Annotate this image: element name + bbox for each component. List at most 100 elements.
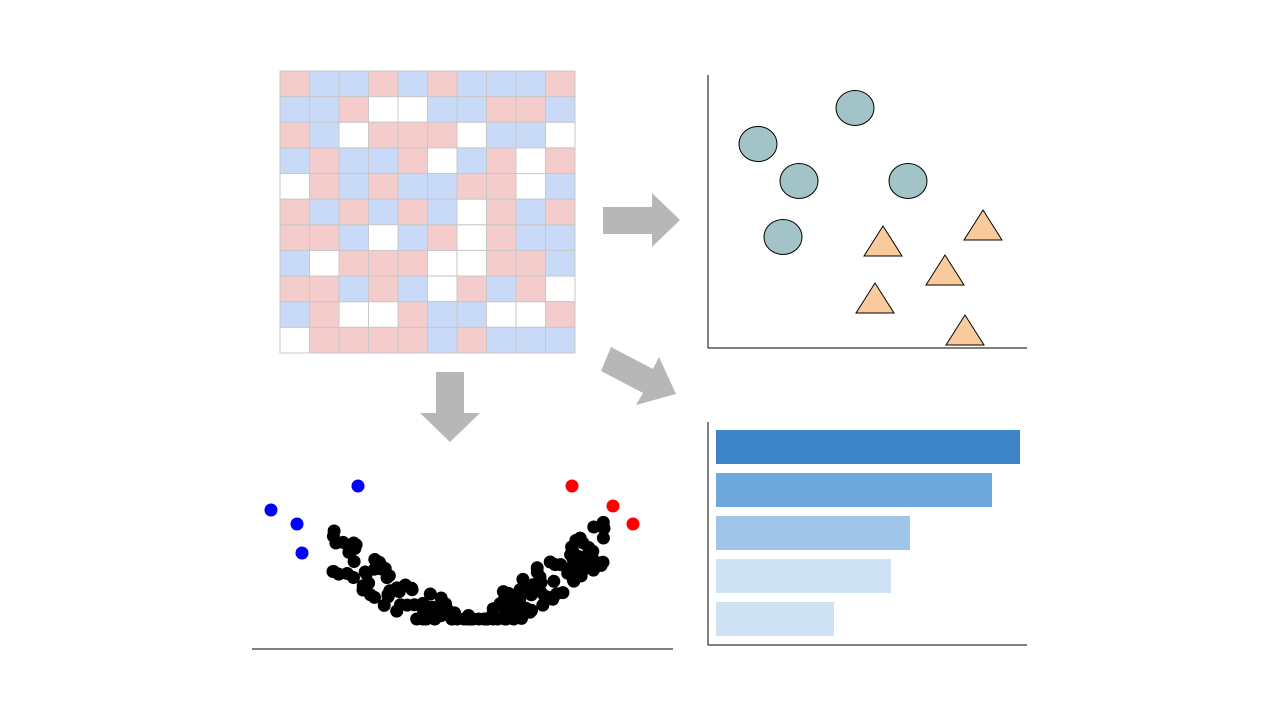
heatmap-cell: [279, 249, 310, 277]
heatmap-cell: [545, 301, 576, 328]
cluster-triangle: [855, 282, 895, 314]
heatmap-cell: [456, 96, 487, 123]
heatmap-cell: [456, 121, 487, 149]
heatmap-cell: [309, 147, 340, 175]
heatmap-cell: [486, 326, 517, 354]
heatmap-cell: [486, 301, 517, 328]
heatmap-cell: [427, 121, 458, 149]
heatmap-cell: [427, 275, 458, 303]
volcano-point-up: [606, 499, 620, 513]
heatmap-cell: [486, 173, 517, 200]
bar-plot: [707, 422, 1027, 646]
volcano-point-down: [351, 479, 365, 493]
volcano-point: [347, 571, 360, 584]
heatmap-cell: [427, 326, 458, 354]
arrow-down: [420, 372, 480, 442]
heatmap-cell: [456, 173, 487, 200]
heatmap-cell: [515, 198, 546, 226]
heatmap-cell: [368, 224, 399, 251]
heatmap-cell: [545, 173, 576, 200]
heatmap-cell: [397, 198, 428, 226]
heatmap-cell: [279, 275, 310, 303]
heatmap-cell: [279, 70, 310, 98]
heatmap-cell: [456, 147, 487, 175]
heatmap-cell: [515, 224, 546, 251]
volcano-point: [543, 555, 557, 569]
heatmap-cell: [397, 249, 428, 277]
heatmap-cell: [309, 224, 340, 251]
heatmap-cell: [309, 301, 340, 328]
heatmap-cell: [397, 173, 428, 200]
volcano-point: [530, 565, 544, 579]
heatmap-cell: [309, 275, 340, 303]
heatmap-cell: [368, 147, 399, 175]
heatmap-cell: [545, 70, 576, 98]
heatmap-cell: [368, 96, 399, 123]
cluster-circle: [763, 219, 803, 255]
volcano-point: [538, 589, 551, 603]
volcano-point: [461, 612, 475, 626]
volcano-point-down: [290, 517, 304, 531]
heatmap-cell: [338, 70, 369, 98]
heatmap-cell: [279, 173, 310, 200]
volcano-point-down: [264, 503, 278, 517]
heatmap-cell: [309, 96, 340, 123]
heatmap-cell: [515, 249, 546, 277]
heatmap-cell: [456, 301, 487, 328]
heatmap-cell: [338, 326, 369, 354]
heatmap-cell: [368, 326, 399, 354]
heatmap-cell: [486, 121, 517, 149]
volcano-point: [523, 584, 537, 598]
heatmap-cell: [515, 70, 546, 98]
heatmap-cell: [397, 70, 428, 98]
heatmap-cell: [338, 121, 369, 149]
volcano-point: [556, 586, 570, 600]
bar: [716, 602, 834, 636]
heatmap-cell: [279, 326, 310, 354]
volcano-point: [513, 583, 527, 597]
volcano-point: [374, 558, 388, 572]
heatmap-cell: [456, 275, 487, 303]
heatmap-cell: [279, 198, 310, 226]
volcano-point: [416, 611, 430, 625]
heatmap-cell: [545, 249, 576, 277]
volcano-point: [445, 612, 459, 626]
heatmap-cell: [456, 224, 487, 251]
volcano-point: [513, 592, 527, 606]
heatmap-cell: [397, 96, 428, 123]
heatmap-cell: [338, 301, 369, 328]
heatmap-cell: [279, 96, 310, 123]
heatmap-cell: [338, 249, 369, 277]
heatmap-cell: [368, 301, 399, 328]
heatmap-cell: [338, 198, 369, 226]
heatmap-cell: [545, 96, 576, 123]
volcano-point: [390, 604, 404, 618]
volcano-point: [515, 611, 528, 625]
arrow-diagonal: [601, 347, 676, 405]
heatmap-cell: [515, 96, 546, 123]
heatmap-cell: [397, 147, 428, 175]
volcano-point: [499, 612, 513, 626]
volcano-point: [343, 544, 357, 558]
heatmap-cell: [545, 224, 576, 251]
heatmap-cell: [545, 147, 576, 175]
heatmap-cell: [515, 121, 546, 149]
heatmap-cell: [427, 147, 458, 175]
volcano-point-up: [626, 517, 640, 531]
heatmap-cell: [309, 198, 340, 226]
heatmap-cell: [515, 173, 546, 200]
heatmap-cell: [515, 147, 546, 175]
volcano-point: [486, 602, 500, 616]
heatmap-cell: [397, 224, 428, 251]
heatmap-cell: [427, 96, 458, 123]
volcano-point: [576, 536, 590, 550]
volcano-point: [571, 568, 584, 582]
volcano-point: [423, 587, 437, 601]
bar: [716, 430, 1020, 464]
heatmap-cell: [338, 147, 369, 175]
heatmap-cell: [338, 96, 369, 123]
heatmap-cell: [397, 275, 428, 303]
heatmap-cell: [515, 275, 546, 303]
heatmap-cell: [368, 275, 399, 303]
